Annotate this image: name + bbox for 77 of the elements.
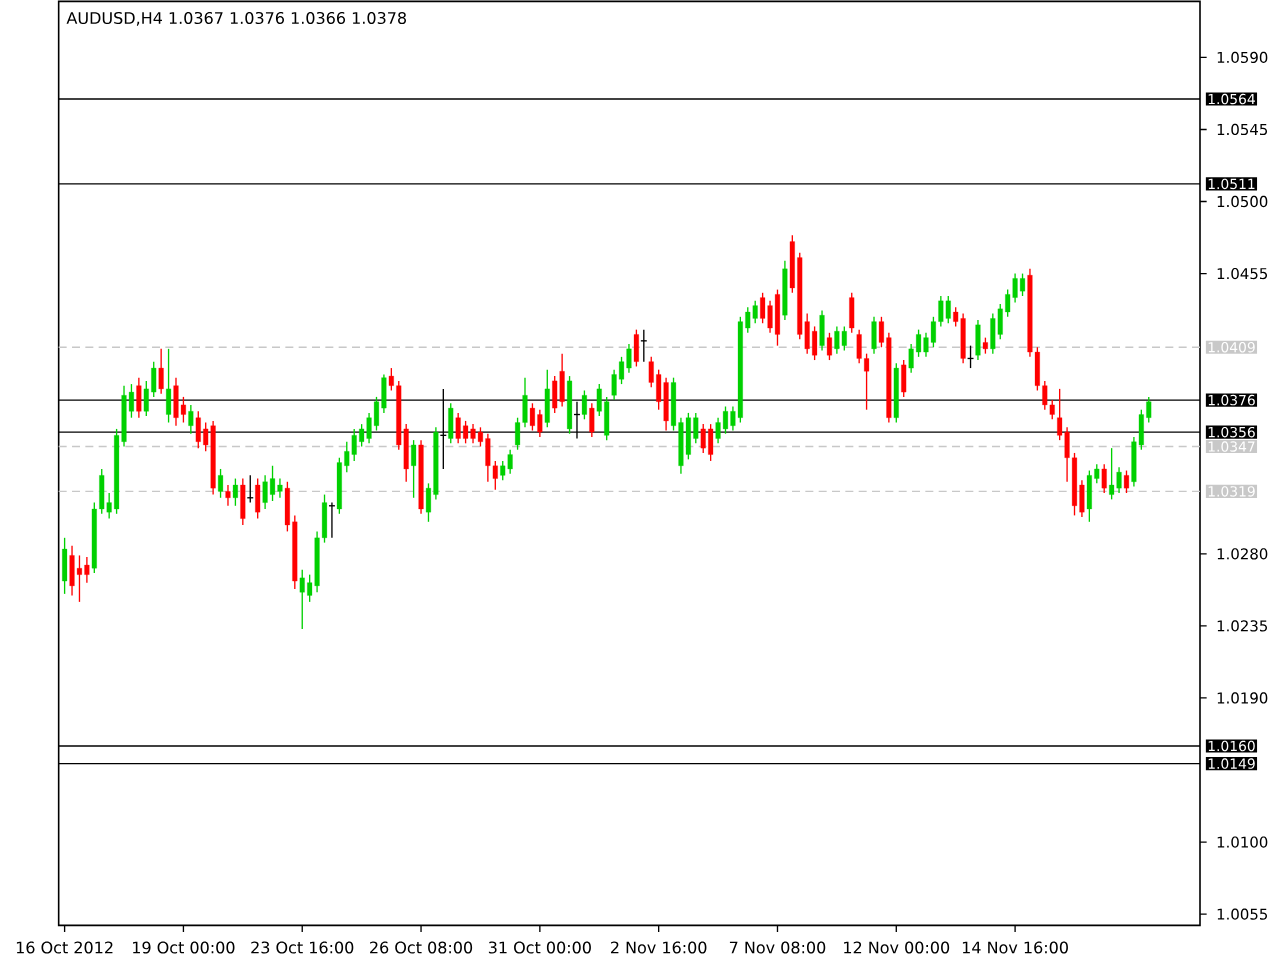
candlestick	[945, 295, 951, 324]
candlestick	[589, 402, 595, 438]
candlestick	[166, 348, 172, 424]
candlestick	[262, 474, 268, 510]
candlestick	[640, 328, 648, 363]
candlestick	[1109, 447, 1115, 501]
x-tick-label: 7 Nov 08:00	[729, 941, 826, 954]
candlestick	[411, 439, 417, 499]
candlestick	[581, 389, 587, 420]
candlestick	[1101, 463, 1107, 494]
candlestick	[812, 325, 818, 361]
candlestick	[722, 405, 729, 435]
candlestick	[633, 328, 639, 368]
x-tick-label: 16 Oct 2012	[16, 941, 113, 954]
candlestick	[240, 477, 246, 526]
candlestick	[1123, 469, 1129, 494]
candlestick	[1020, 272, 1026, 297]
candlestick	[336, 457, 342, 515]
candlestick	[901, 359, 907, 398]
candlestick	[544, 369, 550, 428]
candlestick	[819, 309, 825, 352]
candlestick	[195, 410, 201, 449]
candlestick	[774, 288, 780, 347]
candlestick	[84, 556, 90, 584]
candlestick	[663, 377, 669, 432]
candlestick	[626, 343, 632, 374]
candlestick	[448, 402, 454, 445]
candlestick	[470, 423, 476, 445]
candlestick	[136, 377, 142, 419]
candlestick	[752, 300, 758, 324]
candlestick	[1116, 466, 1122, 494]
candlestick	[507, 449, 513, 475]
candlestick	[277, 477, 283, 499]
candlestick	[700, 423, 706, 454]
candlestick	[960, 312, 966, 364]
candlestick	[834, 325, 840, 355]
candlestick	[299, 569, 305, 630]
candlestick	[975, 319, 981, 361]
candlestick	[856, 328, 862, 364]
candlestick	[708, 423, 714, 462]
candlestick	[351, 428, 357, 462]
candlestick	[158, 348, 164, 395]
candlestick	[537, 409, 543, 438]
candlestick	[255, 477, 261, 520]
candlestick	[611, 369, 617, 401]
x-tick-label: 31 Oct 00:00	[488, 941, 591, 954]
candlestick	[782, 260, 788, 321]
candlestick	[232, 477, 238, 507]
candlestick	[604, 396, 610, 441]
text: AUDUSD,H4 1.0367 1.0376 1.0366 1.0378	[66, 11, 406, 26]
x-tick-label: 14 Nov 16:00	[962, 941, 1068, 954]
x-tick-label: 12 Nov 00:00	[844, 941, 950, 954]
candlestick	[173, 377, 179, 427]
candlestick	[225, 484, 231, 507]
candlestick	[76, 554, 82, 603]
candlestick	[1086, 469, 1092, 523]
candlestick	[270, 465, 276, 502]
candlestick	[485, 433, 491, 483]
candlestick	[849, 292, 855, 334]
candlestick	[990, 312, 996, 355]
candlestick	[715, 417, 721, 445]
candlestick	[455, 412, 461, 445]
candlestick	[841, 325, 847, 352]
candlestick	[871, 316, 877, 355]
candlestick	[218, 468, 224, 499]
x-tick-label: 2 Nov 16:00	[610, 941, 707, 954]
x-tick-label: 23 Oct 16:00	[251, 941, 354, 954]
candlestick	[188, 404, 194, 435]
candlestick	[826, 332, 832, 361]
candlestick	[529, 402, 535, 432]
candlestick	[69, 545, 75, 597]
x-tick-label: 26 Oct 08:00	[370, 941, 473, 954]
candlestick	[463, 420, 469, 445]
candlestick	[767, 300, 773, 334]
candlestick	[62, 537, 68, 595]
x-tick-label: 19 Oct 00:00	[133, 941, 235, 954]
candlestick	[559, 352, 565, 408]
